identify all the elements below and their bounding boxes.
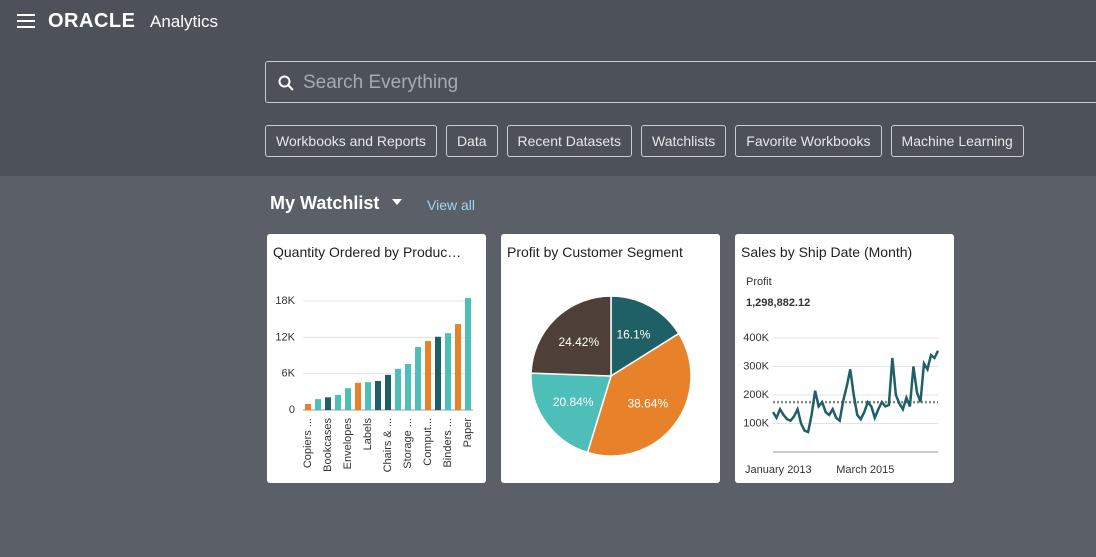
- y-tick-label: 400K: [743, 332, 769, 344]
- line: [771, 350, 940, 434]
- product-name: Analytics: [150, 12, 219, 31]
- y-tick-label: 0: [289, 404, 295, 416]
- bar: [355, 382, 361, 410]
- x-tick-label: January 2013: [745, 464, 812, 476]
- search-placeholder: Search Everything: [303, 72, 459, 93]
- x-tick-label: Envelopes: [342, 418, 354, 470]
- y-tick-label: 200K: [743, 389, 769, 401]
- card-title: Sales by Ship Date (Month): [741, 244, 913, 260]
- filter-bar: Workbooks and Reports Data Recent Datase…: [265, 125, 1024, 157]
- filter-chip[interactable]: Data: [445, 125, 498, 157]
- y-tick-label: 12K: [275, 331, 295, 343]
- chart: Profit 1,298,882.12 100K 200K 300K 400K Januar…: [743, 276, 940, 476]
- y-tick-label: 6K: [282, 368, 296, 380]
- filter-chip[interactable]: Recent Datasets: [506, 125, 633, 157]
- filter-chip[interactable]: Watchlists: [641, 125, 727, 157]
- y-tick-label: 100K: [743, 417, 769, 429]
- bar: [405, 364, 411, 410]
- slice-label: 38.64%: [627, 396, 668, 410]
- bar: [345, 388, 351, 410]
- search-icon: [278, 75, 294, 91]
- watchlist-card[interactable]: Quantity Ordered by Produc… 0 6K 12K 18K Copi…: [267, 234, 486, 483]
- slice-label: 16.1%: [616, 328, 650, 342]
- bar: [465, 298, 471, 410]
- slice-label: 24.42%: [558, 335, 599, 349]
- bar: [375, 380, 381, 410]
- bar: [325, 397, 331, 410]
- filter-chip[interactable]: Workbooks and Reports: [265, 125, 437, 157]
- watchlist-title[interactable]: My Watchlist: [270, 193, 380, 213]
- x-tick-label: Chairs & ...: [382, 418, 394, 472]
- bar: [395, 368, 401, 410]
- bar: [415, 347, 421, 410]
- watchlist-card[interactable]: Profit by Customer Segment 16.1% 38.64% 20.…: [501, 234, 720, 483]
- y-tick-label: 300K: [743, 360, 769, 372]
- card-title: Profit by Customer Segment: [507, 244, 683, 260]
- filter-chip[interactable]: Machine Learning: [890, 125, 1024, 157]
- chart: 0 6K 12K 18K Copiers ... Bookcases Envelopes La…: [275, 295, 474, 472]
- x-tick-label: Storage ...: [402, 418, 414, 469]
- bar: [385, 374, 391, 410]
- dropdown-caret[interactable]: [392, 199, 402, 205]
- y-tick-label: 18K: [275, 295, 295, 307]
- pie-slice: [530, 295, 612, 377]
- x-tick-label: Copiers ...: [302, 418, 314, 468]
- metric-value: 1,298,882.12: [746, 297, 810, 309]
- slice-label: 20.84%: [553, 395, 594, 409]
- x-tick-label: Labels: [362, 418, 374, 451]
- filter-chip[interactable]: Favorite Workbooks: [735, 125, 882, 157]
- pie-slice: [530, 372, 613, 454]
- pie-slice: [610, 295, 680, 378]
- menu-icon[interactable]: [17, 14, 35, 28]
- x-tick-label: Binders ...: [442, 418, 454, 468]
- chart: 16.1% 38.64% 20.84% 24.42%: [530, 295, 692, 457]
- bar: [425, 341, 431, 410]
- search-box[interactable]: Search Everything: [265, 61, 1096, 103]
- x-tick-label: March 2015: [836, 464, 894, 476]
- x-tick-label: Paper: [462, 418, 474, 448]
- view-all-link[interactable]: View all: [427, 197, 475, 213]
- x-tick-label: Comput...: [422, 418, 434, 466]
- bar: [455, 324, 461, 410]
- header-band: [0, 0, 1096, 176]
- bar: [335, 394, 341, 410]
- bar: [445, 333, 451, 410]
- watchlist-card[interactable]: Sales by Ship Date (Month) Profit 1,298,88…: [735, 234, 954, 483]
- metric-label: Profit: [746, 276, 772, 288]
- bar: [365, 382, 371, 410]
- card-title: Quantity Ordered by Produc…: [273, 244, 462, 260]
- brand: ORACLE: [48, 10, 136, 32]
- bar: [315, 399, 321, 410]
- pie-slice: [586, 332, 692, 457]
- bar: [305, 403, 311, 410]
- x-tick-label: Bookcases: [322, 418, 334, 472]
- bar: [435, 336, 441, 410]
